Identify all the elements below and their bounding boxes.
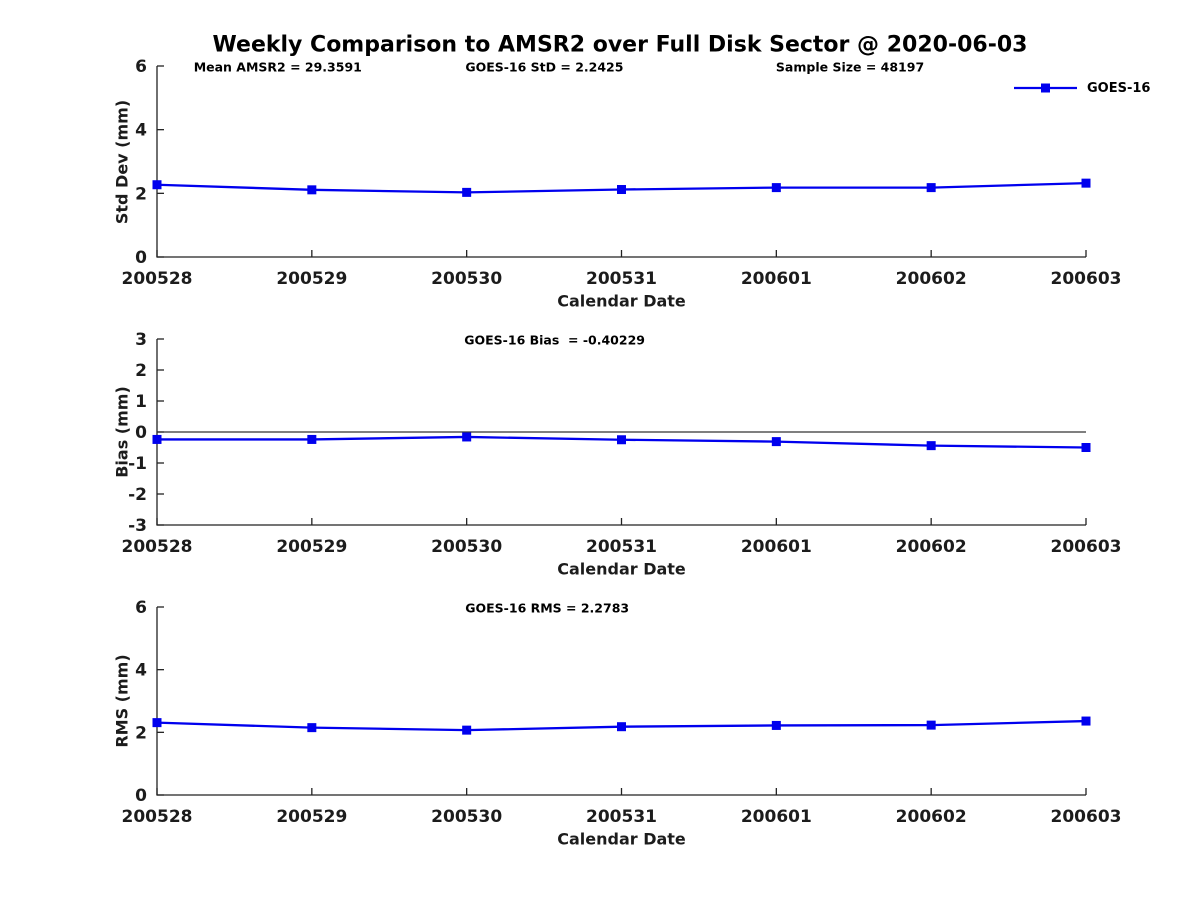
x-tick-label: 200530 <box>431 537 502 557</box>
data-point-marker <box>771 720 781 730</box>
data-point-marker <box>771 437 781 447</box>
y-tick-label: 0 <box>135 786 147 806</box>
data-point-marker <box>926 720 936 730</box>
x-tick-label: 200531 <box>586 269 657 289</box>
figure-title: Weekly Comparison to AMSR2 over Full Dis… <box>212 32 1028 58</box>
data-point-marker <box>926 441 936 451</box>
data-point-marker <box>1081 716 1091 726</box>
data-point-marker <box>462 432 472 442</box>
x-tick-label: 200603 <box>1051 537 1122 557</box>
legend-marker-icon <box>1014 83 1077 93</box>
subplot-1: 0 2 4 6 200528 200529 200530 200531 200601 200602… <box>122 57 1122 289</box>
y-tick-label: 6 <box>135 57 147 77</box>
y-tick-label: 2 <box>135 361 147 381</box>
data-point-marker <box>462 725 472 735</box>
xlabel-calendar-date-1: Calendar Date <box>557 291 686 311</box>
x-tick-label: 200603 <box>1051 269 1122 289</box>
data-point-marker <box>152 434 162 444</box>
y-tick-label: 6 <box>135 598 147 618</box>
y-tick-label: 2 <box>135 184 147 204</box>
y-tick-label: 4 <box>135 121 147 141</box>
xlabel-calendar-date-3: Calendar Date <box>557 829 686 849</box>
x-tick-label: 200531 <box>586 807 657 827</box>
x-tick-label: 200602 <box>896 537 967 557</box>
stat-sample-size: Sample Size = 48197 <box>775 59 925 75</box>
axis-spines <box>156 66 1086 258</box>
y-tick-label: 1 <box>135 392 147 412</box>
xlabel-calendar-date-2: Calendar Date <box>557 559 686 579</box>
x-tick-label: 200601 <box>741 269 812 289</box>
data-point-marker <box>462 187 472 197</box>
axis-spines <box>156 607 1086 796</box>
y-tick-label: 3 <box>135 330 147 350</box>
stat-goes16-std: GOES-16 StD = 2.2425 <box>465 59 624 75</box>
stat-goes16-rms: GOES-16 RMS = 2.2783 <box>465 600 630 616</box>
stat-goes16-bias: GOES-16 Bias = -0.40229 <box>464 332 645 348</box>
data-point-marker <box>617 435 626 445</box>
y-tick-label: 0 <box>135 248 147 268</box>
x-tick-label: 200603 <box>1051 807 1122 827</box>
y-tick-label: 2 <box>135 723 147 743</box>
subplot-2: -3 -2 -1 0 1 2 3 200528 200529 200530 200531 200601… <box>122 330 1122 557</box>
x-tick-label: 200602 <box>896 269 967 289</box>
y-tick-label: -3 <box>128 516 147 536</box>
y-tick-label: -1 <box>128 454 147 474</box>
data-point-marker <box>307 723 317 733</box>
x-tick-label: 200601 <box>741 807 812 827</box>
data-point-marker <box>152 180 162 190</box>
stat-mean-amsr2: Mean AMSR2 = 29.3591 <box>193 59 362 75</box>
x-tick-label: 200528 <box>122 807 193 827</box>
x-tick-label: 200529 <box>276 807 347 827</box>
data-point-marker <box>307 434 317 444</box>
y-tick-label: 4 <box>135 661 147 681</box>
x-tick-label: 200528 <box>122 537 193 557</box>
x-tick-label: 200529 <box>276 269 347 289</box>
data-point-marker <box>926 183 936 193</box>
x-tick-label: 200529 <box>276 537 347 557</box>
data-point-marker <box>1081 178 1091 188</box>
legend: GOES-16 <box>1013 78 1150 98</box>
x-tick-label: 200602 <box>896 807 967 827</box>
data-point-marker <box>617 185 626 195</box>
x-tick-label: 200530 <box>431 269 502 289</box>
data-point-marker <box>617 722 626 732</box>
x-tick-label: 200528 <box>122 269 193 289</box>
data-point-marker <box>307 185 317 195</box>
data-point-marker <box>152 718 162 728</box>
legend-label: GOES-16 <box>1087 80 1151 96</box>
y-tick-label: -2 <box>128 485 147 505</box>
x-tick-label: 200530 <box>431 807 502 827</box>
x-tick-label: 200531 <box>586 537 657 557</box>
y-tick-label: 0 <box>135 423 147 443</box>
subplot-3: 0 2 4 6 200528 200529 200530 200531 200601 200602… <box>122 598 1122 827</box>
data-point-marker <box>771 183 781 193</box>
data-point-marker <box>1081 443 1091 452</box>
x-tick-label: 200601 <box>741 537 812 557</box>
